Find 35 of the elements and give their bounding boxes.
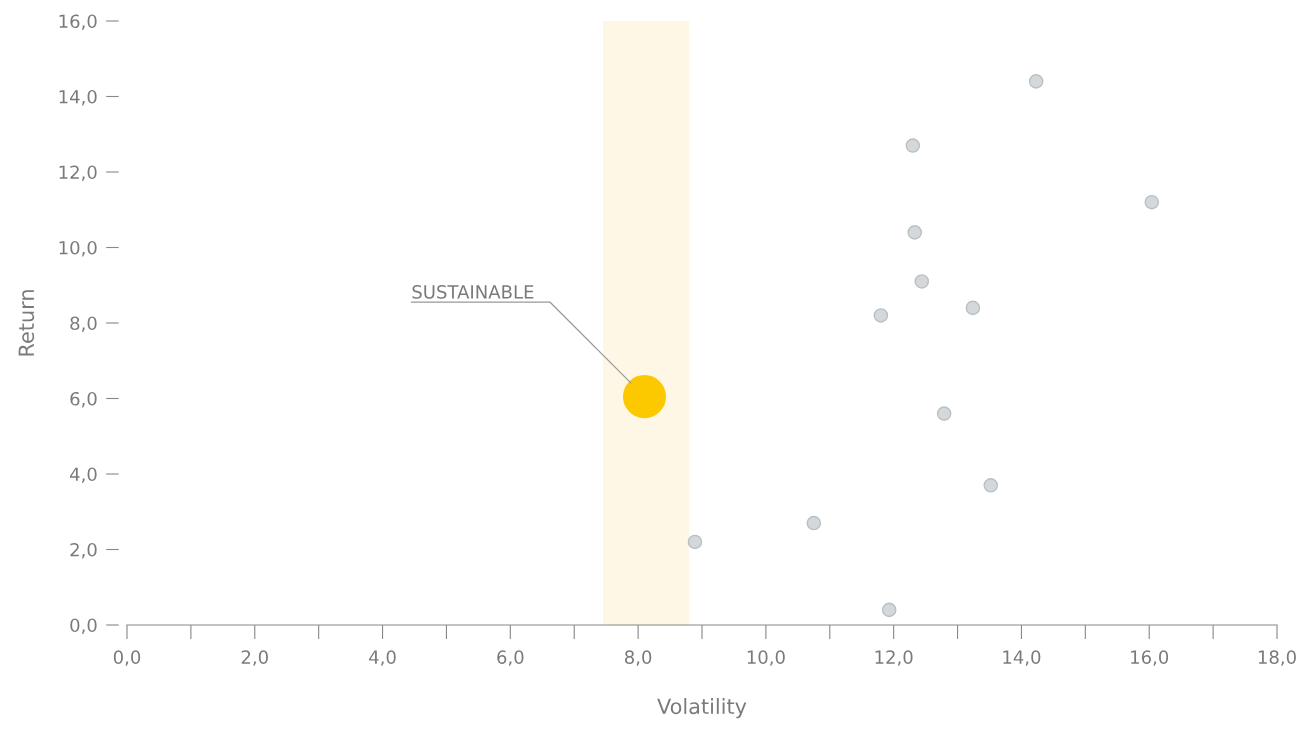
- x-tick-label: 10,0: [747, 650, 785, 666]
- point: [936, 406, 952, 421]
- x-tick-label: 18,0: [1258, 650, 1296, 666]
- x-tick-label: 14,0: [1003, 650, 1041, 666]
- point: [1028, 74, 1044, 89]
- y-tick-label: 10,0: [59, 240, 97, 257]
- point: [687, 534, 703, 550]
- x-tick-label: 12,0: [875, 650, 913, 666]
- y-tick-label: 8,0: [70, 316, 97, 332]
- x-axis-title: Volatility: [657, 698, 747, 719]
- y-tick-label: 16,0: [59, 14, 97, 30]
- point: [806, 515, 822, 531]
- y-tick-label: 6,0: [70, 391, 97, 408]
- y-tick-label: 0,0: [70, 618, 97, 634]
- x-tick-label: 16,0: [1131, 650, 1169, 666]
- point: [914, 274, 930, 289]
- y-tick-label: 14,0: [59, 89, 97, 106]
- x-tick-label: 0,0: [113, 650, 141, 666]
- point: [905, 138, 921, 153]
- y-axis-title: Return: [18, 290, 35, 356]
- point: [881, 602, 897, 618]
- x-tick-label: 4,0: [369, 650, 396, 666]
- x-tick-label: 2,0: [241, 650, 268, 666]
- point: [907, 225, 923, 240]
- point: [622, 375, 667, 419]
- x-tick-label: 6,0: [497, 650, 524, 666]
- x-tick-label: 8,0: [624, 650, 652, 666]
- point: [965, 300, 981, 316]
- y-tick-label: 4,0: [70, 467, 97, 483]
- point: [1144, 194, 1160, 210]
- text: SUSTAINABLE: [412, 285, 534, 299]
- point: [983, 478, 999, 493]
- point: [873, 308, 889, 323]
- y-tick-label: 2,0: [70, 542, 97, 559]
- y-tick-label: 12,0: [59, 165, 97, 181]
